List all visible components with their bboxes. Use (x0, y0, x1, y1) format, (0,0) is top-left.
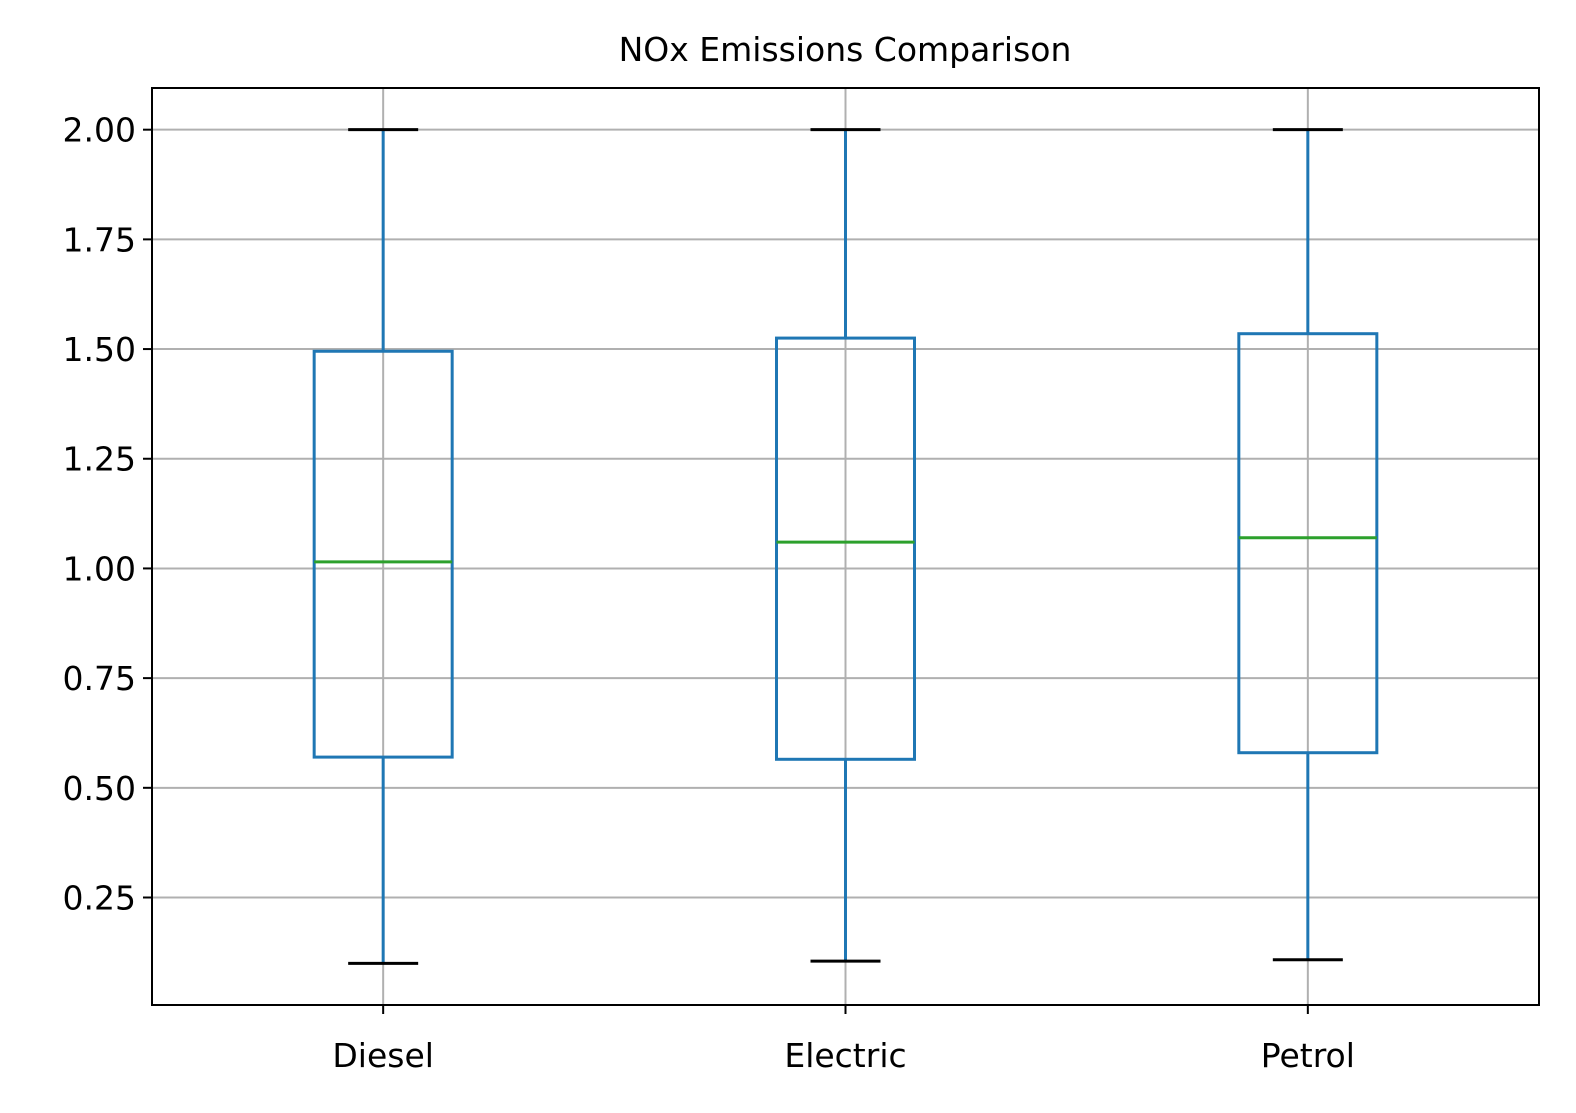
iqr-box (775, 336, 916, 761)
x-tick-label: Petrol (1261, 1036, 1355, 1075)
y-tick-label: 1.50 (63, 330, 136, 369)
axes-frame (151, 87, 1540, 1006)
y-tick-label: 1.25 (63, 440, 136, 479)
box-group (775, 128, 916, 963)
iqr-box (1237, 332, 1379, 755)
x-tick-label: Electric (784, 1036, 906, 1075)
y-tick-label: 0.50 (63, 769, 136, 808)
x-tick-label: Diesel (332, 1036, 434, 1075)
y-tick-label: 1.00 (63, 549, 136, 588)
y-tick-label: 0.75 (63, 659, 136, 698)
box-group (312, 128, 454, 965)
y-tick-label: 1.75 (63, 220, 136, 259)
x-axis-ticks: Diesel Electric Petrol (332, 1005, 1355, 1075)
chart-title: NOx Emissions Comparison (619, 30, 1072, 69)
y-tick-label: 0.25 (63, 879, 136, 918)
box-group (1237, 128, 1379, 962)
iqr-box (312, 349, 454, 759)
y-tick-label: 2.00 (63, 111, 136, 150)
y-axis-ticks: 0.25 0.50 0.75 1.00 1.25 1.50 1.75 2.00 (63, 111, 152, 918)
box-layer (312, 128, 1379, 965)
